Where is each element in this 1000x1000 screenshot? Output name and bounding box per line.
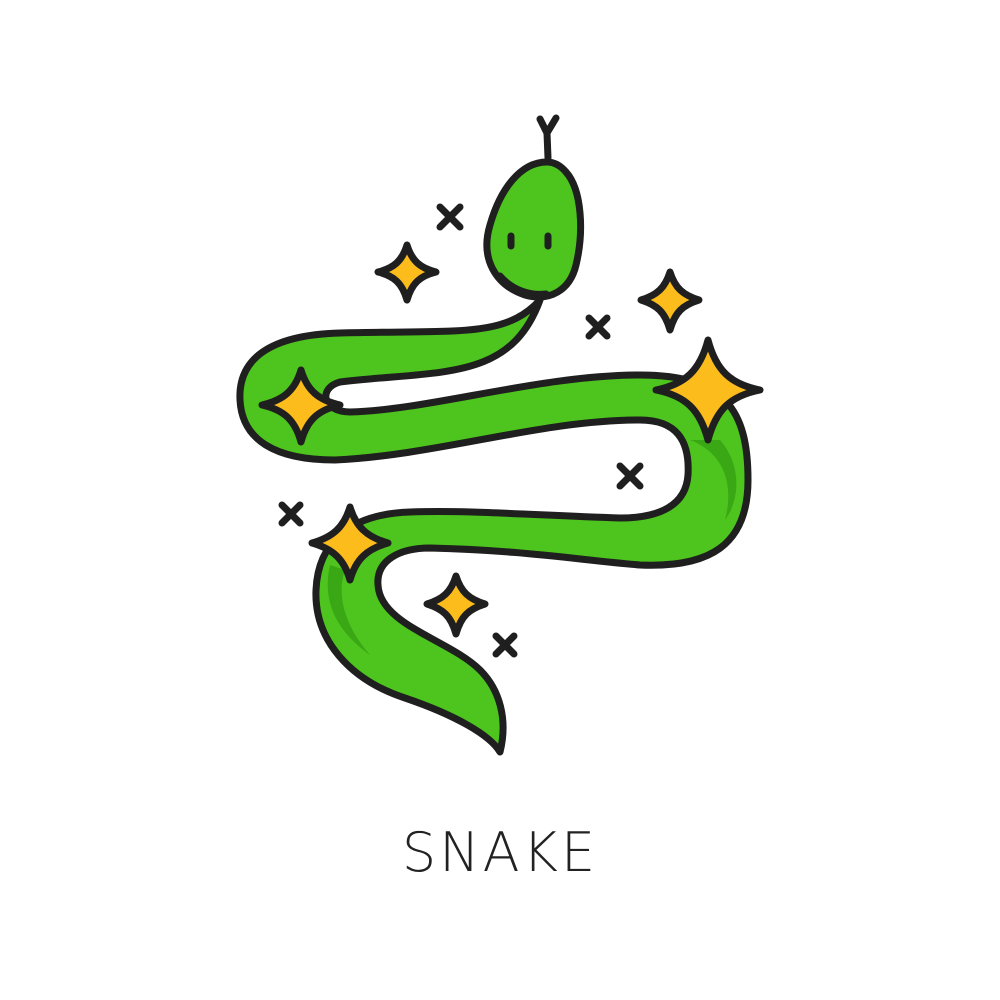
sparkle-star-icon — [637, 268, 703, 334]
sparkle-star-icon — [423, 572, 489, 638]
icon-caption: SNAKE — [401, 821, 599, 884]
snake-head — [483, 158, 585, 301]
snake-tongue — [536, 114, 560, 162]
small-cross-icon — [278, 501, 304, 527]
snake-tail-shadow — [327, 565, 370, 655]
sparkle-star-icon — [652, 336, 764, 444]
snake-illustration — [236, 114, 764, 756]
sparkles — [258, 241, 764, 638]
small-cross-icon — [436, 203, 464, 231]
sparkle-star-icon — [308, 503, 392, 584]
snake-body-shadow — [690, 440, 737, 520]
sparkle-star-icon — [258, 366, 344, 446]
small-cross-icon — [616, 462, 644, 490]
snake-jaw-line — [496, 272, 550, 298]
sparkle-star-icon — [374, 241, 440, 304]
small-cross-icon — [492, 632, 518, 658]
snake-icon — [236, 114, 752, 756]
small-cross-icon — [585, 314, 611, 340]
snake-body — [236, 296, 752, 756]
crosses — [278, 203, 644, 658]
